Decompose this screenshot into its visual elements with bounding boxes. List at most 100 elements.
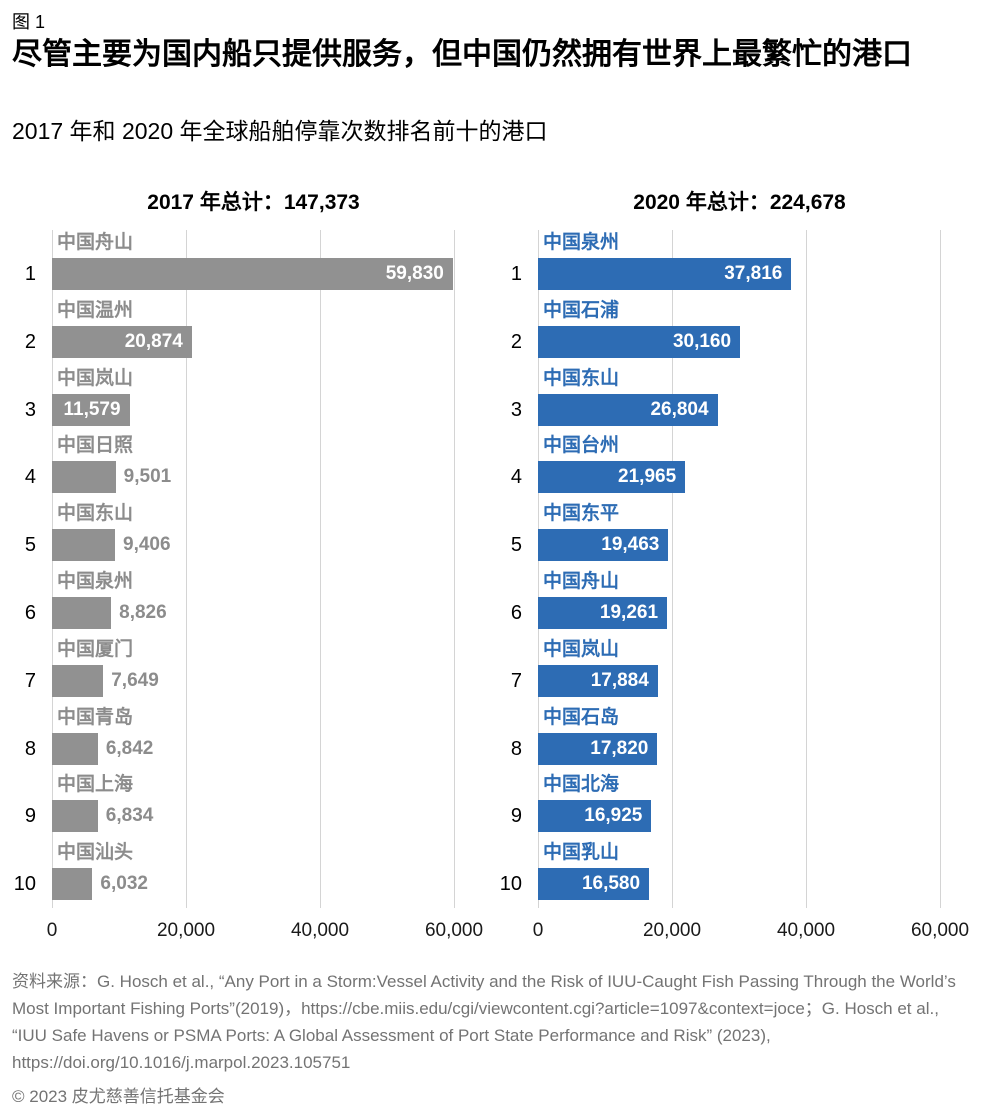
rank-label: 8 [510,737,522,760]
port-label: 中国石浦 [543,299,620,321]
rank-label: 10 [13,873,36,896]
rank-label: 8 [24,737,36,760]
x-tick-label: 60,000 [424,920,484,941]
rank-label: 7 [24,669,36,692]
value-label: 8,826 [119,602,167,623]
bar [538,325,741,358]
bar [538,258,792,290]
bar [52,393,130,426]
bar [52,461,116,494]
rank-label: 1 [24,263,36,285]
value-label: 30,160 [672,330,732,352]
rank-label: 9 [510,805,522,828]
gridline [806,230,807,908]
value-label: 59,830 [385,263,444,284]
rank-label: 4 [510,466,522,489]
bar [538,732,658,765]
rank-column: 1 2 3 4 5 6 7 8 9 10 [0,230,36,908]
bar [52,868,93,901]
x-axis: 0 20,000 40,000 60,000 [47,914,483,942]
x-tick-label: 20,000 [642,920,702,941]
gridline [320,230,321,908]
port-label: 中国舟山 [57,232,134,253]
gridline [672,230,673,908]
x-tick-label: 20,000 [156,920,216,941]
bar [52,529,116,562]
x-tick-label: 0 [532,920,544,941]
bar [538,664,658,697]
rank-label: 10 [499,873,522,896]
rank-label: 2 [24,330,36,353]
port-label: 中国石岛 [543,706,620,728]
bar [52,732,98,765]
x-tick-label: 0 [46,920,58,941]
port-label: 中国乳山 [543,842,620,864]
value-label: 9,501 [123,466,172,488]
bar [538,597,668,629]
port-label: 中国温州 [57,299,134,321]
chart-panel-2017: 2017 年总计：147,373 1 2 3 4 5 6 7 8 9 10 中国舟山 59,830 中… [0,186,483,946]
value-label: 11,579 [63,398,121,420]
value-label: 16,925 [584,805,643,827]
port-label: 中国东山 [543,367,620,389]
port-label: 中国日照 [57,435,134,457]
bar [52,664,104,697]
port-label: 中国厦门 [57,638,134,660]
rank-label: 2 [510,330,522,353]
value-label: 7,649 [111,669,159,691]
gridline [538,230,539,908]
value-label: 17,884 [590,669,649,691]
rank-label: 3 [24,398,36,421]
port-label: 中国泉州 [57,571,134,592]
bar [538,800,652,833]
port-label: 中国汕头 [57,842,134,864]
value-label: 19,261 [599,602,659,623]
value-label: 17,820 [590,737,649,759]
bar [538,461,686,494]
rank-label: 7 [510,669,522,692]
page-title: 尽管主要为国内船只提供服务，但中国仍然拥有世界上最繁忙的港口 [12,38,912,71]
chart-title-2020: 2020 年总计：224,678 [633,191,846,214]
value-label: 20,874 [124,330,183,352]
port-label: 中国泉州 [543,232,620,253]
chart-panel-2020: 2020 年总计：224,678 1 2 3 4 5 6 7 8 9 10 中国泉州 37,816 中… [486,186,969,946]
bar [52,800,98,833]
port-label: 中国青岛 [57,706,134,728]
rank-label: 6 [510,602,522,624]
value-label: 19,463 [601,534,660,556]
port-label: 中国台州 [543,435,620,457]
gridline [454,230,455,908]
bar [538,393,718,426]
rank-label: 4 [24,466,36,489]
port-label: 中国上海 [57,774,134,796]
bar [538,868,650,901]
value-label: 21,965 [618,466,677,488]
port-label: 中国舟山 [543,571,620,592]
plot-area: 中国泉州 37,816 中国石浦 30,160 中国东山 26,804 中国台州 21,965… [538,230,941,908]
value-label: 26,804 [650,398,709,420]
port-label: 中国东山 [57,503,134,525]
gridline [186,230,187,908]
source-note: 资料来源：G. Hosch et al., “Any Port in a Sto… [12,972,956,1072]
x-tick-label: 60,000 [910,920,970,941]
rank-label: 1 [510,263,522,285]
port-label: 中国东平 [543,503,620,525]
rank-column: 1 2 3 4 5 6 7 8 9 10 [486,230,522,908]
rank-label: 3 [510,398,522,421]
value-label: 37,816 [724,263,783,284]
value-label: 6,834 [105,805,154,827]
x-axis: 0 20,000 40,000 60,000 [533,914,969,942]
port-label: 中国岚山 [57,367,134,389]
bar [52,325,192,358]
value-label: 9,406 [123,534,171,556]
gridline [940,230,941,908]
page-subtitle: 2017 年和 2020 年全球船舶停靠次数排名前十的港口 [12,118,548,144]
value-label: 6,032 [100,873,148,895]
rank-label: 6 [24,602,36,624]
plot-area: 中国舟山 59,830 中国温州 20,874 中国岚山 11,579 中国日照 9,501 中… [52,230,455,908]
gridline [52,230,53,908]
port-label: 中国北海 [543,774,620,796]
port-label: 中国岚山 [543,638,620,660]
figure-label: 图 1 [12,12,46,32]
